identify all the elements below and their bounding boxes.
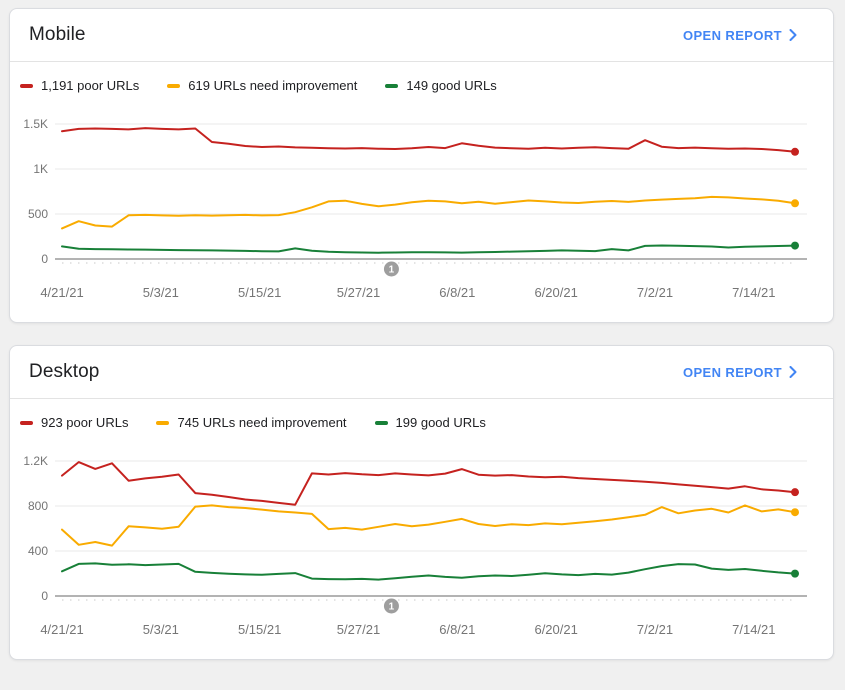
cwv-line-chart[interactable]: 0 400 800 1.2K 4/21/21 5/3/21 5/15/21 5/27/21 6/… bbox=[10, 432, 820, 642]
legend-swatch-good bbox=[374, 420, 388, 425]
svg-text:1: 1 bbox=[389, 602, 395, 613]
series-end-dot-needs_improvement bbox=[791, 508, 799, 517]
svg-text:1K: 1K bbox=[33, 162, 48, 176]
legend-item-poor: 1,191 poor URLs bbox=[20, 78, 139, 93]
svg-text:400: 400 bbox=[28, 544, 48, 558]
series-line-needs_improvement bbox=[61, 504, 796, 547]
cwv-line-chart[interactable]: 0 500 1K 1.5K 4/21/21 5/3/21 5/15/21 5/27/21 6/8… bbox=[10, 95, 820, 305]
svg-text:7/2/21: 7/2/21 bbox=[637, 622, 673, 637]
desktop-card: Desktop OPEN REPORT 923 poor URLs 745 UR… bbox=[9, 345, 834, 660]
svg-text:800: 800 bbox=[28, 499, 48, 513]
chart-desktop[interactable]: 0 400 800 1.2K 4/21/21 5/3/21 5/15/21 5/27/21 6/… bbox=[10, 432, 833, 647]
series-end-dot-poor bbox=[791, 488, 799, 497]
legend-label-good: 149 good URLs bbox=[406, 78, 497, 93]
chart-mobile[interactable]: 0 500 1K 1.5K 4/21/21 5/3/21 5/15/21 5/27/21 6/8… bbox=[10, 95, 833, 310]
legend-item-needs-improvement: 745 URLs need improvement bbox=[156, 415, 347, 430]
svg-text:0: 0 bbox=[41, 252, 48, 266]
legend-item-poor: 923 poor URLs bbox=[20, 415, 128, 430]
svg-text:7/14/21: 7/14/21 bbox=[732, 622, 775, 637]
legend-swatch-poor bbox=[20, 83, 33, 88]
svg-text:4/21/21: 4/21/21 bbox=[40, 285, 83, 300]
svg-text:6/20/21: 6/20/21 bbox=[534, 285, 577, 300]
svg-text:1: 1 bbox=[389, 265, 395, 276]
series-line-good bbox=[61, 562, 796, 581]
open-report-link-desktop[interactable]: OPEN REPORT bbox=[683, 365, 797, 380]
svg-text:6/20/21: 6/20/21 bbox=[534, 622, 577, 637]
svg-text:6/8/21: 6/8/21 bbox=[439, 285, 475, 300]
series-end-dot-needs_improvement bbox=[791, 199, 799, 208]
legend-swatch-poor bbox=[20, 420, 33, 425]
svg-text:7/14/21: 7/14/21 bbox=[732, 285, 775, 300]
svg-text:4/21/21: 4/21/21 bbox=[40, 622, 83, 637]
svg-text:1.5K: 1.5K bbox=[23, 117, 48, 131]
chevron-right-icon bbox=[789, 366, 797, 378]
legend-swatch-needs-improvement bbox=[167, 83, 181, 88]
legend-swatch-good bbox=[385, 83, 399, 88]
open-report-label: OPEN REPORT bbox=[682, 364, 782, 380]
svg-text:5/15/21: 5/15/21 bbox=[238, 622, 281, 637]
annotation-marker[interactable]: 1 bbox=[383, 261, 399, 277]
legend-item-good: 199 good URLs bbox=[374, 415, 486, 430]
open-report-link-mobile[interactable]: OPEN REPORT bbox=[683, 28, 797, 43]
chevron-right-icon bbox=[789, 29, 797, 41]
mobile-card-header: Mobile OPEN REPORT bbox=[10, 9, 833, 62]
card-title-desktop: Desktop bbox=[29, 361, 100, 382]
svg-text:5/27/21: 5/27/21 bbox=[337, 285, 380, 300]
svg-text:1.2K: 1.2K bbox=[23, 454, 48, 468]
desktop-card-header: Desktop OPEN REPORT bbox=[10, 346, 833, 399]
legend-label-needs-improvement: 619 URLs need improvement bbox=[188, 78, 358, 93]
svg-text:5/27/21: 5/27/21 bbox=[337, 622, 380, 637]
svg-text:5/3/21: 5/3/21 bbox=[143, 285, 179, 300]
legend-label-good: 199 good URLs bbox=[395, 415, 486, 430]
series-line-poor bbox=[61, 461, 796, 506]
mobile-card: Mobile OPEN REPORT 1,191 poor URLs 619 U… bbox=[9, 8, 834, 323]
open-report-label: OPEN REPORT bbox=[682, 27, 782, 43]
annotation-marker[interactable]: 1 bbox=[383, 598, 399, 614]
legend-swatch-needs-improvement bbox=[156, 420, 170, 425]
svg-text:5/3/21: 5/3/21 bbox=[143, 622, 179, 637]
svg-text:7/2/21: 7/2/21 bbox=[637, 285, 673, 300]
series-line-poor bbox=[61, 127, 796, 153]
svg-text:6/8/21: 6/8/21 bbox=[439, 622, 475, 637]
series-line-needs_improvement bbox=[61, 195, 796, 230]
legend-item-good: 149 good URLs bbox=[385, 78, 497, 93]
series-end-dot-good bbox=[791, 569, 799, 578]
series-end-dot-poor bbox=[791, 147, 799, 156]
svg-text:0: 0 bbox=[41, 589, 48, 603]
series-line-good bbox=[61, 244, 796, 254]
legend-label-needs-improvement: 745 URLs need improvement bbox=[177, 415, 347, 430]
legend-desktop: 923 poor URLs 745 URLs need improvement … bbox=[20, 415, 833, 430]
svg-text:5/15/21: 5/15/21 bbox=[238, 285, 281, 300]
legend-label-poor: 1,191 poor URLs bbox=[41, 78, 140, 93]
series-end-dot-good bbox=[791, 241, 799, 250]
svg-text:500: 500 bbox=[28, 207, 48, 221]
card-title-mobile: Mobile bbox=[29, 24, 86, 45]
legend-label-poor: 923 poor URLs bbox=[41, 415, 129, 430]
legend-mobile: 1,191 poor URLs 619 URLs need improvemen… bbox=[20, 78, 833, 93]
legend-item-needs-improvement: 619 URLs need improvement bbox=[167, 78, 357, 93]
